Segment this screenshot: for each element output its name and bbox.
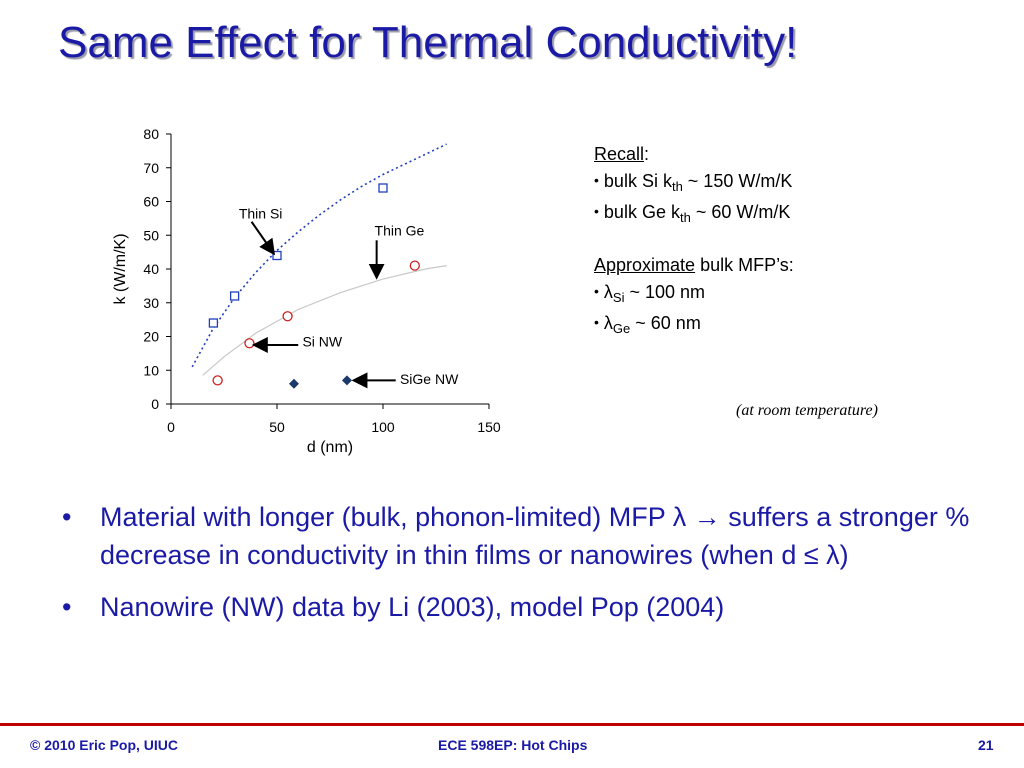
bulk-si-item: • bulk Si kth ~ 150 W/m/K <box>594 171 994 194</box>
data-point-si <box>229 291 240 301</box>
footer-course: ECE 598EP: Hot Chips <box>438 737 588 753</box>
footer-page-number: 21 <box>978 737 994 753</box>
bulk-ge-value: ~ 60 W/m/K <box>690 202 791 222</box>
chart-axes: 0 10 20 30 40 50 60 70 80 0 50 100 150 d (nm) k (W/m/K… <box>112 126 501 456</box>
x-tick-label: 100 <box>371 419 395 435</box>
thermal-conductivity-chart: 0 10 20 30 40 50 60 70 80 0 50 100 150 d (nm) k (W/m/K… <box>112 126 501 456</box>
bullet-text: Nanowire (NW) data by Li (2003), model P… <box>100 592 725 622</box>
mfp-si-symbol: λ <box>603 282 613 302</box>
y-tick-label: 0 <box>151 396 159 412</box>
bulk-ge-label: bulk Ge k <box>603 202 680 222</box>
recall-label: Recall <box>594 144 645 164</box>
y-tick-label: 10 <box>143 362 159 378</box>
main-bullets: • Material with longer (bulk, phonon-lim… <box>60 498 1000 640</box>
mfp-si-item: • λSi ~ 100 nm <box>594 282 994 305</box>
y-tick-label: 30 <box>143 295 159 311</box>
x-tick-label: 0 <box>167 419 175 435</box>
bullet-item-data-source: • Nanowire (NW) data by Li (2003), model… <box>60 588 1000 626</box>
y-tick-label: 40 <box>143 261 159 277</box>
data-point-ge <box>244 338 255 349</box>
annotation-label: Si NW <box>302 334 342 350</box>
annotation-label: Thin Si <box>239 205 283 221</box>
data-point-ge <box>212 375 223 386</box>
bullet-icon: • <box>594 172 599 188</box>
data-point-ge <box>409 260 420 271</box>
y-tick-label: 50 <box>143 227 159 243</box>
room-temperature-note: (at room temperature) <box>736 402 878 419</box>
annotation-label: SiGe NW <box>400 371 459 387</box>
mfp-rest: bulk MFP’s: <box>695 255 794 275</box>
mfp-heading: Approximate bulk MFP’s: <box>594 255 994 276</box>
slide-title: Same Effect for Thermal Conductivity! <box>58 18 798 67</box>
model-curve-model_ge <box>202 265 447 376</box>
footer-rule <box>0 723 1024 726</box>
x-axis-label: d (nm) <box>307 439 353 456</box>
mfp-si-value: ~ 100 nm <box>624 282 706 302</box>
data-point-si <box>208 318 219 328</box>
annotation-arrow <box>250 221 276 256</box>
bullet-icon: • <box>594 314 599 330</box>
data-point-sige <box>341 375 352 386</box>
data-point-sige <box>288 378 299 389</box>
footer-copyright: © 2010 Eric Pop, UIUC <box>30 737 179 753</box>
bulk-si-sub: th <box>671 179 683 194</box>
y-axis-label: k (W/m/K) <box>112 233 129 304</box>
data-point-si <box>272 250 282 261</box>
mfp-ge-value: ~ 60 nm <box>630 313 701 333</box>
mfp-ge-sub: Ge <box>612 321 631 336</box>
mfp-si-sub: Si <box>612 290 625 305</box>
mfp-ge-symbol: λ <box>603 313 613 333</box>
chart-annotations: Thin Si Thin Ge Si NW SiGe NW <box>239 205 459 389</box>
bullet-icon: • <box>62 502 72 532</box>
bullet-text: Material with longer (bulk, phonon-limit… <box>100 502 970 570</box>
recall-heading: Recall: <box>594 144 994 165</box>
data-point-si <box>378 183 388 193</box>
bullet-icon: • <box>594 283 599 299</box>
mfp-ge-item: • λGe ~ 60 nm <box>594 313 994 336</box>
data-points <box>208 183 420 389</box>
recall-panel: Recall: • bulk Si kth ~ 150 W/m/K • bulk… <box>594 144 994 344</box>
bulk-si-label: bulk Si k <box>603 171 672 191</box>
bulk-ge-item: • bulk Ge kth ~ 60 W/m/K <box>594 202 994 225</box>
y-tick-label: 60 <box>143 194 159 210</box>
bulk-ge-sub: th <box>679 210 691 225</box>
y-tick-label: 80 <box>143 126 159 142</box>
bullet-icon: • <box>62 592 72 622</box>
y-tick-label: 20 <box>143 329 159 345</box>
y-tick-label: 70 <box>143 160 159 176</box>
x-tick-label: 150 <box>477 419 501 435</box>
bullet-item-mfp: • Material with longer (bulk, phonon-lim… <box>60 498 1000 574</box>
x-tick-label: 50 <box>269 419 285 435</box>
mfp-label: Approximate <box>594 255 696 275</box>
recall-colon: : <box>644 144 650 164</box>
annotation-label: Thin Ge <box>375 222 425 238</box>
bullet-icon: • <box>594 203 599 219</box>
data-point-ge <box>282 311 293 322</box>
bulk-si-value: ~ 150 W/m/K <box>682 171 793 191</box>
